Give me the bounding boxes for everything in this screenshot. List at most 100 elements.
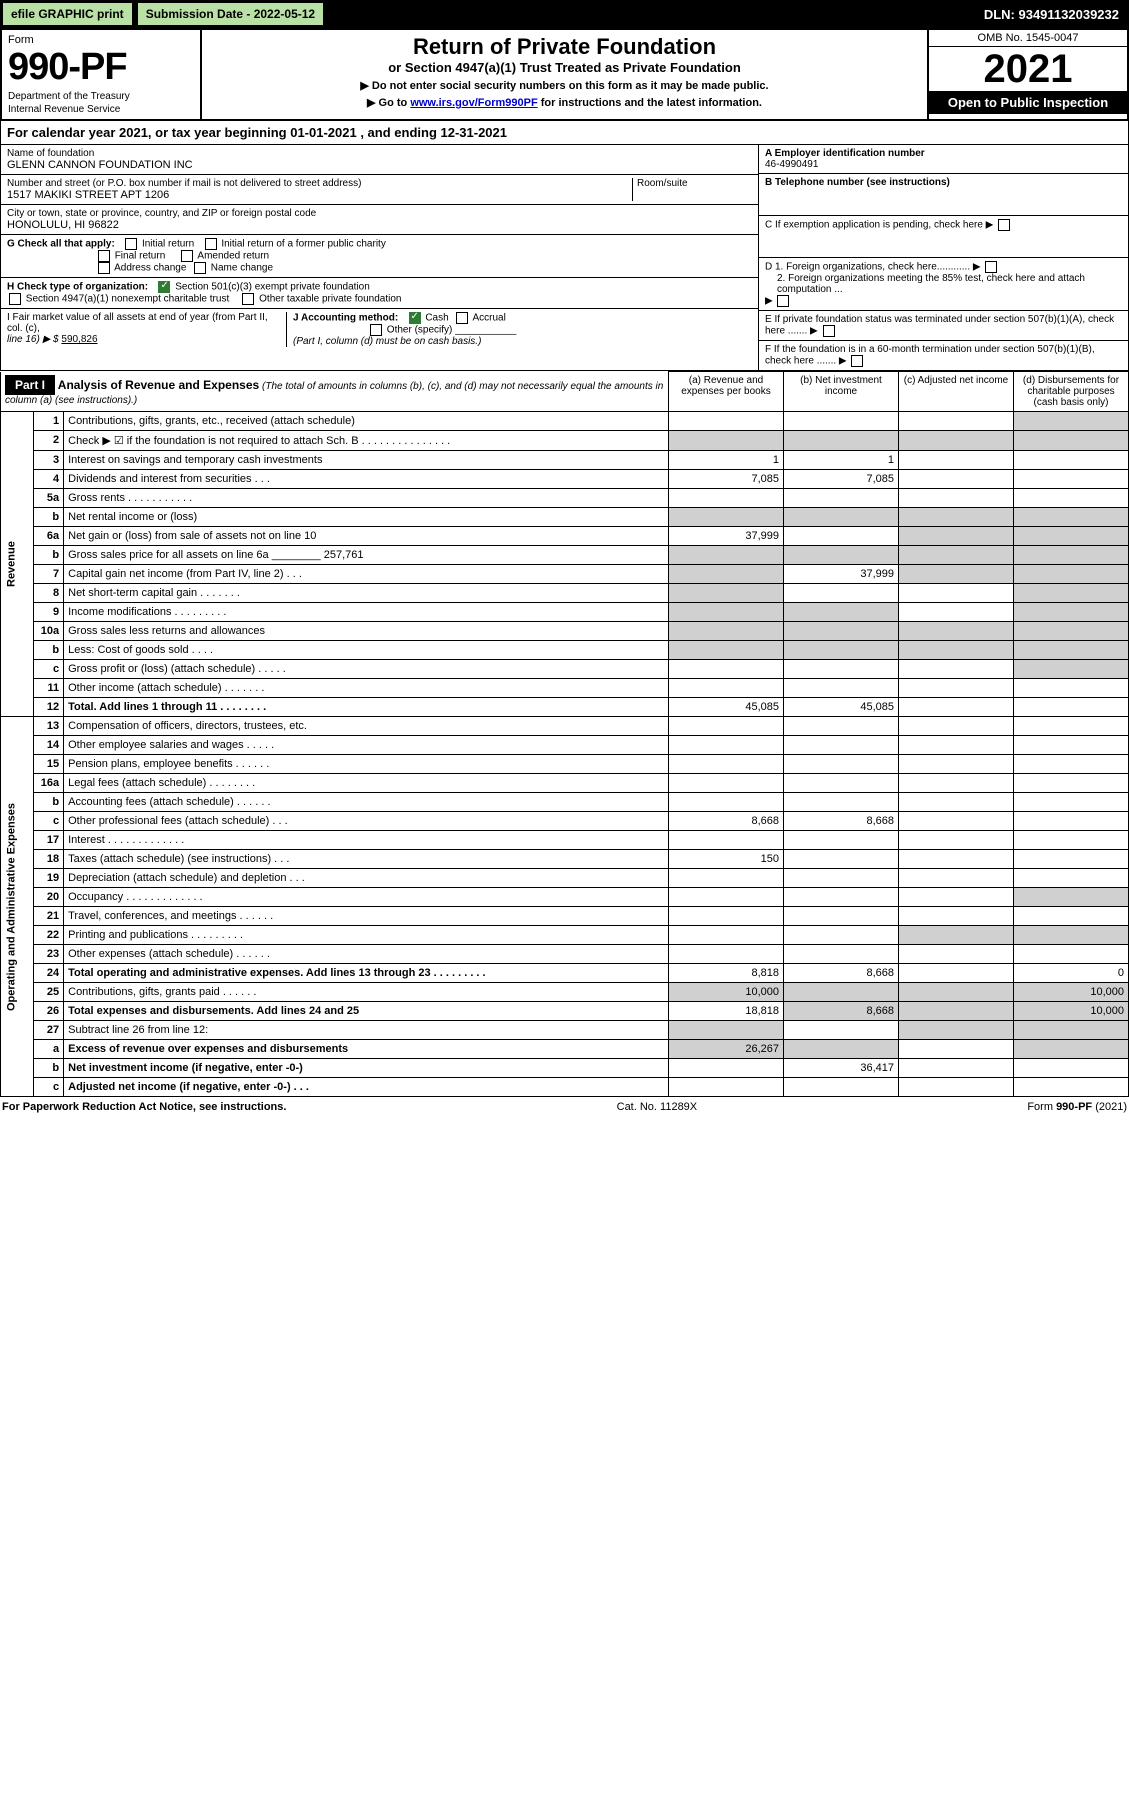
line-desc: Total. Add lines 1 through 11 . . . . . … <box>64 698 669 717</box>
h-501c3: Section 501(c)(3) exempt private foundat… <box>175 282 370 293</box>
line-desc: Income modifications . . . . . . . . . <box>64 603 669 622</box>
amount-cell <box>784 679 899 698</box>
chk-501c3[interactable] <box>158 281 170 293</box>
efile-badge[interactable]: efile GRAPHIC print <box>2 2 133 26</box>
amount-cell <box>784 431 899 451</box>
line-desc: Taxes (attach schedule) (see instruction… <box>64 850 669 869</box>
col-c: (c) Adjusted net income <box>899 372 1014 412</box>
amount-cell <box>899 850 1014 869</box>
amount-cell <box>899 641 1014 660</box>
amount-cell <box>899 451 1014 470</box>
amount-cell <box>669 565 784 584</box>
amount-cell <box>1014 1078 1129 1097</box>
amount-cell <box>669 546 784 565</box>
amount-cell <box>899 470 1014 489</box>
line-desc: Contributions, gifts, grants paid . . . … <box>64 983 669 1002</box>
amount-cell: 10,000 <box>669 983 784 1002</box>
amount-cell <box>899 1059 1014 1078</box>
amount-cell <box>899 1040 1014 1059</box>
line-number: 12 <box>34 698 64 717</box>
phone-label: B Telephone number (see instructions) <box>765 177 950 188</box>
amount-cell <box>899 679 1014 698</box>
amount-cell <box>669 793 784 812</box>
chk-other-method[interactable] <box>370 324 382 336</box>
chk-initial-former[interactable] <box>205 238 217 250</box>
chk-e[interactable] <box>823 325 835 337</box>
amount-cell: 45,085 <box>669 698 784 717</box>
amount-cell <box>1014 546 1129 565</box>
calendar-year: For calendar year 2021, or tax year begi… <box>0 121 1129 145</box>
amount-cell <box>899 546 1014 565</box>
line-desc: Other expenses (attach schedule) . . . .… <box>64 945 669 964</box>
chk-d1[interactable] <box>985 261 997 273</box>
chk-final[interactable] <box>98 250 110 262</box>
amount-cell <box>669 622 784 641</box>
chk-cash[interactable] <box>409 312 421 324</box>
line-number: 14 <box>34 736 64 755</box>
line-number: 25 <box>34 983 64 1002</box>
amount-cell <box>1014 888 1129 907</box>
line-number: 10a <box>34 622 64 641</box>
line-number: 26 <box>34 1002 64 1021</box>
amount-cell <box>1014 1059 1129 1078</box>
line-desc: Compensation of officers, directors, tru… <box>64 717 669 736</box>
line-desc: Printing and publications . . . . . . . … <box>64 926 669 945</box>
line-desc: Dividends and interest from securities .… <box>64 470 669 489</box>
omb-number: OMB No. 1545-0047 <box>929 30 1127 47</box>
line-number: b <box>34 546 64 565</box>
line-number: 15 <box>34 755 64 774</box>
amount-cell <box>899 926 1014 945</box>
amount-cell <box>784 622 899 641</box>
amount-cell: 26,267 <box>669 1040 784 1059</box>
amount-cell <box>669 1059 784 1078</box>
amount-cell <box>899 869 1014 888</box>
chk-4947[interactable] <box>9 293 21 305</box>
footer-right: Form 990-PF (2021) <box>1027 1101 1127 1113</box>
revenue-label: Revenue <box>1 412 34 717</box>
amount-cell <box>899 1078 1014 1097</box>
note-link: ▶ Go to www.irs.gov/Form990PF for instru… <box>210 96 919 109</box>
chk-c[interactable] <box>998 219 1010 231</box>
form-subtitle: or Section 4947(a)(1) Trust Treated as P… <box>210 60 919 75</box>
line-number: 4 <box>34 470 64 489</box>
amount-cell: 10,000 <box>1014 983 1129 1002</box>
chk-d2[interactable] <box>777 295 789 307</box>
amount-cell: 1 <box>669 451 784 470</box>
g-final: Final return <box>115 251 166 262</box>
chk-initial[interactable] <box>125 238 137 250</box>
c-label: C If exemption application is pending, c… <box>765 220 983 231</box>
line-desc: Other employee salaries and wages . . . … <box>64 736 669 755</box>
amount-cell <box>669 736 784 755</box>
amount-cell <box>784 983 899 1002</box>
addr-label: Number and street (or P.O. box number if… <box>7 178 632 189</box>
amount-cell <box>899 717 1014 736</box>
chk-addr[interactable] <box>98 262 110 274</box>
line-desc: Pension plans, employee benefits . . . .… <box>64 755 669 774</box>
amount-cell <box>1014 412 1129 431</box>
footer: For Paperwork Reduction Act Notice, see … <box>0 1097 1129 1117</box>
chk-accrual[interactable] <box>456 312 468 324</box>
amount-cell: 7,085 <box>784 470 899 489</box>
chk-amended[interactable] <box>181 250 193 262</box>
amount-cell <box>899 945 1014 964</box>
line-number: c <box>34 1078 64 1097</box>
amount-cell <box>1014 641 1129 660</box>
h-other: Other taxable private foundation <box>259 294 401 305</box>
g-label: G Check all that apply: <box>7 239 115 250</box>
expenses-label: Operating and Administrative Expenses <box>1 717 34 1097</box>
line-number: 19 <box>34 869 64 888</box>
amount-cell <box>899 907 1014 926</box>
chk-f[interactable] <box>851 355 863 367</box>
j-other: Other (specify) <box>387 325 453 336</box>
chk-other-tax[interactable] <box>242 293 254 305</box>
amount-cell <box>899 584 1014 603</box>
amount-cell <box>1014 451 1129 470</box>
line-desc: Capital gain net income (from Part IV, l… <box>64 565 669 584</box>
line-desc: Total expenses and disbursements. Add li… <box>64 1002 669 1021</box>
line-desc: Gross rents . . . . . . . . . . . <box>64 489 669 508</box>
line-desc: Travel, conferences, and meetings . . . … <box>64 907 669 926</box>
chk-name[interactable] <box>194 262 206 274</box>
line-number: 6a <box>34 527 64 546</box>
irs-link[interactable]: www.irs.gov/Form990PF <box>410 97 537 109</box>
line-desc: Net gain or (loss) from sale of assets n… <box>64 527 669 546</box>
